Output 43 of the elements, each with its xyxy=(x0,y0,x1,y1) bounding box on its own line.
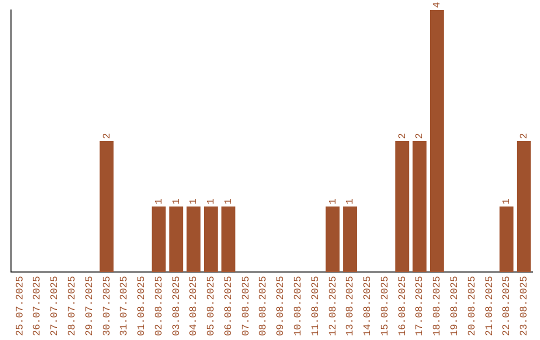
data-label: 4 xyxy=(432,2,444,8)
x-tick-label: 10.08.2025 xyxy=(294,276,305,336)
x-tick-label: 19.08.2025 xyxy=(450,276,461,336)
x-tick-label: 28.07.2025 xyxy=(67,276,78,336)
x-tick-label: 05.08.2025 xyxy=(206,276,218,336)
x-tick-label: 29.07.2025 xyxy=(84,276,96,336)
x-tick-label: 18.08.2025 xyxy=(432,276,444,336)
x-tick-label: 23.08.2025 xyxy=(520,276,531,336)
x-tick-label: 22.08.2025 xyxy=(502,276,514,336)
x-tick-label: 07.08.2025 xyxy=(241,276,252,336)
x-tick-label: 06.08.2025 xyxy=(224,276,235,336)
data-label: 1 xyxy=(328,198,340,204)
data-label: 2 xyxy=(415,132,426,139)
data-label: 1 xyxy=(189,198,200,204)
x-tick-label: 26.07.2025 xyxy=(32,276,44,336)
data-label: 1 xyxy=(224,198,235,204)
data-label: 2 xyxy=(398,132,409,139)
x-tick-label: 30.07.2025 xyxy=(102,276,114,336)
x-tick-label: 08.08.2025 xyxy=(258,276,270,336)
x-tick-label: 31.07.2025 xyxy=(120,276,131,336)
data-label: 1 xyxy=(154,198,166,204)
x-tick-label: 02.08.2025 xyxy=(154,276,166,336)
x-tick-label: 27.07.2025 xyxy=(50,276,62,336)
x-tick-label: 21.08.2025 xyxy=(484,276,496,336)
x-tick-label: 09.08.2025 xyxy=(276,276,288,336)
x-tick-label: 11.08.2025 xyxy=(310,276,322,336)
data-label: 2 xyxy=(102,132,114,139)
x-tick-label: 15.08.2025 xyxy=(380,276,392,336)
data-label: 1 xyxy=(346,198,357,204)
x-tick-label: 25.07.2025 xyxy=(15,276,26,336)
x-tick-label: 12.08.2025 xyxy=(328,276,340,336)
x-tick-label: 01.08.2025 xyxy=(137,276,148,336)
x-tick-label: 17.08.2025 xyxy=(415,276,426,336)
x-tick-label: 14.08.2025 xyxy=(363,276,374,336)
x-tick-label: 04.08.2025 xyxy=(189,276,200,336)
data-label: 1 xyxy=(502,198,514,204)
data-label: 2 xyxy=(520,132,531,139)
data-label: 1 xyxy=(172,198,183,204)
x-tick-label: 13.08.2025 xyxy=(346,276,357,336)
x-tick-label: 03.08.2025 xyxy=(172,276,183,336)
x-tick-label: 16.08.2025 xyxy=(398,276,409,336)
x-tick-label: 20.08.2025 xyxy=(467,276,478,336)
data-label: 1 xyxy=(206,198,218,204)
